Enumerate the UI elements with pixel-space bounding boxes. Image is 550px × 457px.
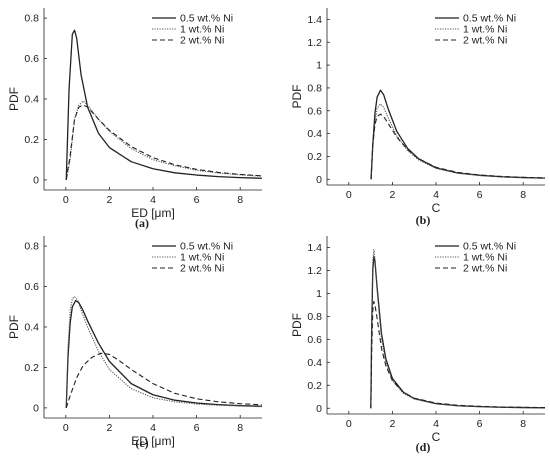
x-axis-label: ED [μm]: [131, 434, 175, 448]
x-tick-label: 2: [389, 418, 395, 430]
y-tick-label: 0.8: [24, 241, 39, 253]
series-line-dashed: [65, 104, 262, 180]
panel-label: (c): [135, 436, 148, 450]
y-axis-label: PDF: [7, 315, 21, 339]
legend-entry: 1 wt.% Ni: [463, 252, 507, 264]
legend-entry: 0.5 wt.% Ni: [463, 241, 516, 253]
y-tick-label: 0.6: [307, 334, 322, 346]
y-tick-label: 0: [33, 402, 39, 414]
y-tick-label: 0.4: [307, 128, 322, 140]
y-tick-label: 0.4: [24, 94, 39, 106]
series-line-solid: [370, 89, 545, 180]
legend-entry: 0.5 wt.% Ni: [180, 13, 233, 25]
series-line-solid: [65, 29, 262, 180]
series-line-dashed: [370, 300, 545, 409]
y-tick-label: 0.2: [24, 134, 39, 146]
x-tick-label: 2: [106, 194, 112, 206]
x-tick-label: 8: [237, 194, 243, 206]
legend-entry: 1 wt.% Ni: [180, 252, 224, 264]
x-tick-label: 0: [346, 189, 352, 201]
x-tick-label: 0: [346, 418, 352, 430]
chart-panel: 0 2 4 6 8 0 0.2 0.4 0.6 0.8 ED [μm] PDF 0.5 wt.% Ni1…: [7, 236, 262, 450]
legend-entry: 2 wt.% Ni: [180, 35, 224, 47]
x-tick-label: 4: [150, 422, 156, 434]
x-tick-label: 6: [194, 422, 200, 434]
chart-panel: 0 2 4 6 8 0 0.2 0.4 0.6 0.8 1 1.2 1.4 C PDF 0.5 wt.% Ni…: [290, 236, 545, 454]
x-tick-label: 6: [477, 189, 483, 201]
y-tick-label: 1.4: [307, 242, 322, 254]
legend-entry: 0.5 wt.% Ni: [180, 241, 233, 253]
series-line-dotted: [65, 296, 262, 408]
series-line-dotted: [370, 103, 545, 180]
y-axis-label: PDF: [290, 85, 304, 109]
y-tick-label: 0: [316, 403, 322, 415]
x-tick-label: 4: [433, 418, 439, 430]
x-tick-label: 0: [63, 194, 69, 206]
y-tick-label: 0: [33, 174, 39, 186]
y-tick-label: 1.4: [307, 14, 322, 26]
y-tick-label: 1.2: [307, 265, 322, 277]
x-tick-label: 6: [194, 194, 200, 206]
panel-label: (d): [416, 440, 431, 454]
y-tick-label: 0.6: [24, 53, 39, 65]
legend-entry: 2 wt.% Ni: [463, 35, 507, 47]
legend-entry: 2 wt.% Ni: [180, 263, 224, 275]
y-tick-label: 0: [316, 174, 322, 186]
x-axis-label: C: [432, 430, 441, 444]
y-tick-label: 0.2: [24, 362, 39, 374]
y-tick-label: 0.4: [24, 322, 39, 334]
x-tick-label: 8: [520, 418, 526, 430]
x-tick-label: 2: [106, 422, 112, 434]
y-tick-label: 0.8: [24, 13, 39, 25]
y-tick-label: 0.4: [307, 357, 322, 369]
y-tick-label: 1: [316, 60, 322, 72]
legend-entry: 1 wt.% Ni: [180, 24, 224, 36]
x-tick-label: 6: [477, 418, 483, 430]
x-tick-label: 8: [237, 422, 243, 434]
legend-entry: 0.5 wt.% Ni: [463, 13, 516, 25]
x-tick-label: 8: [520, 189, 526, 201]
x-tick-label: 4: [150, 194, 156, 206]
y-tick-label: 0.8: [307, 311, 322, 323]
chart-panel: 0 2 4 6 8 0 0.2 0.4 0.6 0.8 ED [μm] PDF 0.5 wt.% Ni1…: [7, 8, 262, 230]
series-line-dashed: [370, 113, 545, 180]
panel-label: (b): [416, 213, 431, 227]
y-axis-label: PDF: [7, 87, 21, 111]
y-tick-label: 1.2: [307, 37, 322, 49]
y-tick-label: 1: [316, 288, 322, 300]
series-line-solid: [65, 300, 262, 408]
y-tick-label: 0.8: [307, 82, 322, 94]
y-axis-label: PDF: [290, 313, 304, 337]
y-tick-label: 0.2: [307, 151, 322, 163]
x-axis-label: ED [μm]: [131, 206, 175, 220]
legend-entry: 2 wt.% Ni: [463, 263, 507, 275]
series-line-dotted: [65, 100, 262, 180]
series-line-dashed: [65, 352, 262, 409]
chart-panel: 0 2 4 6 8 0 0.2 0.4 0.6 0.8 1 1.2 1.4 C PDF 0.5 wt.% Ni…: [290, 8, 545, 227]
x-tick-label: 2: [389, 189, 395, 201]
x-tick-label: 0: [63, 422, 69, 434]
x-axis-label: C: [432, 201, 441, 215]
y-tick-label: 0.6: [24, 281, 39, 293]
y-tick-label: 0.2: [307, 380, 322, 392]
legend-entry: 1 wt.% Ni: [463, 24, 507, 36]
panel-label: (a): [135, 216, 149, 230]
x-tick-label: 4: [433, 189, 439, 201]
y-tick-label: 0.6: [307, 105, 322, 117]
